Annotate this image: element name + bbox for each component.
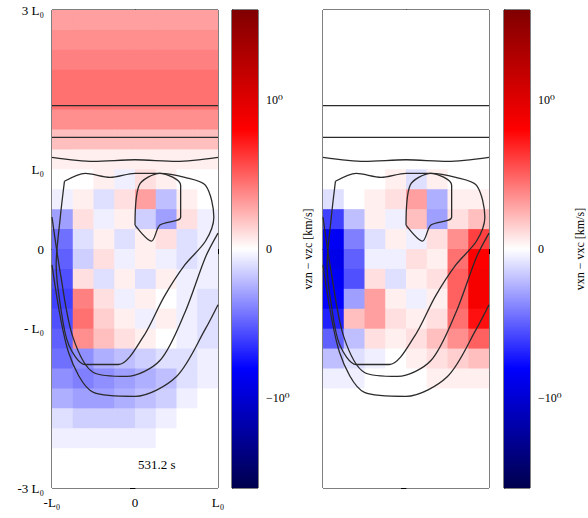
svg-text:0: 0 <box>132 495 139 510</box>
svg-text:L₀: L₀ <box>212 495 224 510</box>
svg-text:0: 0 <box>538 242 544 256</box>
svg-text:vzn − vzc [km/s]: vzn − vzc [km/s] <box>301 208 315 289</box>
svg-text:−10⁰: −10⁰ <box>538 391 562 405</box>
svg-text:531.2 s: 531.2 s <box>138 457 176 472</box>
svg-text:−10⁰: −10⁰ <box>266 391 290 405</box>
svg-text:0: 0 <box>266 242 272 256</box>
svg-text:10⁰: 10⁰ <box>266 93 283 107</box>
svg-text:10⁰: 10⁰ <box>538 93 555 107</box>
svg-text:0: 0 <box>38 242 45 257</box>
svg-text:vxn − vxc [km/s]: vxn − vxc [km/s] <box>573 208 587 290</box>
svg-text:L₀: L₀ <box>32 162 44 177</box>
svg-text:-L₀: -L₀ <box>44 495 61 510</box>
svg-text:-3 L₀: -3 L₀ <box>17 481 44 496</box>
svg-text:3 L₀: 3 L₀ <box>22 3 44 18</box>
svg-text:- L₀: - L₀ <box>24 321 44 336</box>
